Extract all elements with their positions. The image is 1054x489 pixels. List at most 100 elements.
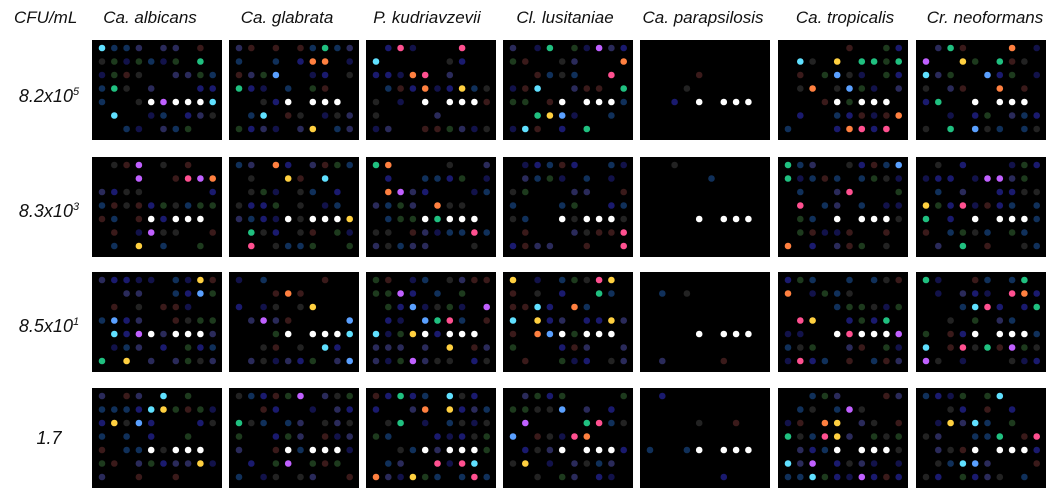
sensor-spot — [883, 229, 890, 236]
sensor-spot — [571, 162, 578, 169]
sensor-array-image — [778, 272, 908, 372]
sensor-spot — [422, 317, 429, 324]
sensor-spot — [972, 474, 979, 481]
sensor-spot — [846, 290, 853, 297]
sensor-spot — [1009, 331, 1016, 338]
sensor-spot — [895, 202, 902, 209]
sensor-spot — [859, 58, 866, 65]
sensor-spot — [397, 189, 404, 196]
sensor-spot — [99, 202, 106, 209]
sensor-spot — [997, 99, 1004, 106]
sensor-spot — [997, 85, 1004, 92]
sensor-spot — [273, 58, 280, 65]
sensor-spot — [123, 393, 130, 400]
row-label-base: 8.2x10 — [19, 86, 73, 106]
sensor-array-image — [92, 157, 222, 257]
sensor-spot — [99, 393, 106, 400]
sensor-spot — [422, 175, 429, 182]
sensor-spot — [534, 243, 541, 250]
sensor-spot — [846, 317, 853, 324]
sensor-spot — [871, 162, 878, 169]
sensor-spot — [385, 317, 392, 324]
sensor-spot — [123, 162, 130, 169]
sensor-spot — [871, 420, 878, 427]
sensor-spot — [310, 243, 317, 250]
sensor-spot — [997, 72, 1004, 79]
sensor-spot — [111, 243, 118, 250]
sensor-spot — [846, 162, 853, 169]
sensor-spot — [947, 331, 954, 338]
sensor-spot — [209, 99, 216, 106]
sensor-spot — [447, 420, 454, 427]
sensor-spot — [385, 72, 392, 79]
sensor-spot — [947, 317, 954, 324]
sensor-spot — [972, 175, 979, 182]
sensor-spot — [671, 99, 678, 106]
sensor-spot — [883, 277, 890, 284]
sensor-spot — [960, 358, 967, 365]
sensor-spot — [99, 189, 106, 196]
sensor-spot — [322, 72, 329, 79]
sensor-spot — [346, 243, 353, 250]
sensor-spot — [584, 358, 591, 365]
sensor-spot — [273, 331, 280, 338]
sensor-spot — [984, 126, 991, 133]
sensor-spot — [822, 229, 829, 236]
sensor-spot — [248, 393, 255, 400]
sensor-spot — [346, 126, 353, 133]
sensor-spot — [346, 229, 353, 236]
sensor-spot — [1009, 344, 1016, 351]
sensor-spot — [522, 229, 529, 236]
sensor-spot — [310, 331, 317, 338]
sensor-spot — [822, 72, 829, 79]
sensor-spot — [310, 406, 317, 413]
sensor-spot — [397, 344, 404, 351]
sensor-spot — [935, 45, 942, 52]
sensor-spot — [1021, 243, 1028, 250]
sensor-spot — [522, 175, 529, 182]
sensor-spot — [1009, 317, 1016, 324]
sensor-spot — [620, 85, 627, 92]
sensor-spot — [160, 344, 167, 351]
sensor-spot — [883, 447, 890, 454]
sensor-spot — [721, 216, 728, 223]
row-label: 8.3x103 — [14, 201, 84, 222]
sensor-spot — [410, 189, 417, 196]
sensor-spot — [334, 393, 341, 400]
sensor-spot — [846, 433, 853, 440]
sensor-spot — [136, 317, 143, 324]
sensor-spot — [483, 99, 490, 106]
sensor-spot — [111, 331, 118, 338]
sensor-spot — [483, 420, 490, 427]
sensor-spot — [173, 447, 180, 454]
sensor-spot — [797, 460, 804, 467]
sensor-spot — [620, 358, 627, 365]
sensor-spot — [534, 290, 541, 297]
sensor-spot — [334, 344, 341, 351]
sensor-spot — [447, 393, 454, 400]
sensor-spot — [785, 433, 792, 440]
sensor-spot — [285, 112, 292, 119]
sensor-spot — [859, 420, 866, 427]
sensor-spot — [248, 45, 255, 52]
sensor-spot — [745, 99, 752, 106]
sensor-spot — [373, 406, 380, 413]
sensor-spot — [1021, 277, 1028, 284]
sensor-spot — [785, 474, 792, 481]
sensor-spot — [620, 317, 627, 324]
sensor-spot — [99, 85, 106, 92]
sensor-spot — [834, 420, 841, 427]
sensor-spot — [273, 243, 280, 250]
sensor-spot — [522, 58, 529, 65]
column-label: Ca. albicans — [103, 8, 197, 28]
sensor-spot — [160, 243, 167, 250]
sensor-spot — [173, 304, 180, 311]
row-label-exponent: 3 — [73, 201, 79, 213]
sensor-spot — [984, 406, 991, 413]
sensor-spot — [136, 202, 143, 209]
sensor-spot — [248, 243, 255, 250]
sensor-spot — [935, 277, 942, 284]
sensor-spot — [1033, 162, 1040, 169]
sensor-spot — [185, 331, 192, 338]
sensor-spot — [99, 216, 106, 223]
